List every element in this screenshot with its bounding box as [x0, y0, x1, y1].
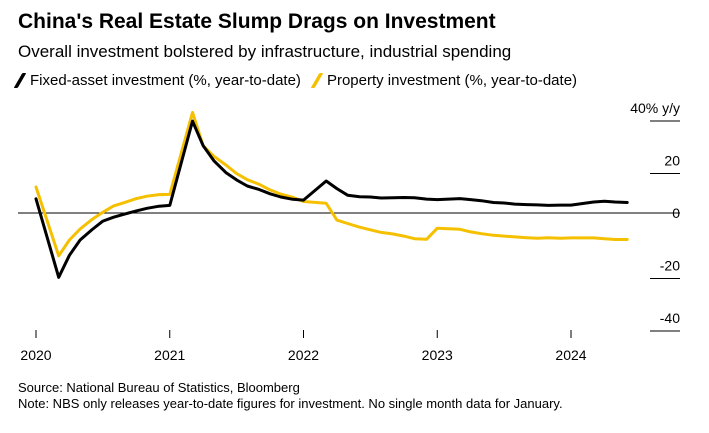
y-axis-ticks: 40% y/y 20 0 -20 -40	[630, 100, 680, 326]
x-tick-label: 2023	[422, 347, 453, 363]
y-tick-label: 0	[672, 205, 680, 221]
chart-subtitle: Overall investment bolstered by infrastr…	[18, 42, 512, 61]
y-tick-label: 20	[664, 153, 680, 169]
property-line	[34, 111, 629, 258]
legend-item-fixed-asset: Fixed-asset investment (%, year-to-date)	[13, 72, 301, 89]
y-tick-label: -20	[660, 258, 680, 274]
legend-label-fixed-asset: Fixed-asset investment (%, year-to-date)	[30, 72, 301, 89]
gridlines	[18, 120, 680, 332]
x-axis-ticks: 2020 2021 2022 2023 2024	[20, 330, 587, 363]
x-tick-label: 2021	[154, 347, 185, 363]
x-tick-label: 2020	[20, 347, 51, 363]
source-note: Source: National Bureau of Statistics, B…	[18, 380, 300, 395]
footnote: Note: NBS only releases year-to-date fig…	[18, 396, 563, 411]
chart-title: China's Real Estate Slump Drags on Inves…	[18, 10, 496, 33]
x-tick-label: 2022	[288, 347, 319, 363]
legend: Fixed-asset investment (%, year-to-date)…	[13, 72, 591, 89]
fixed-asset-line	[34, 119, 629, 279]
footer: Source: National Bureau of Statistics, B…	[18, 380, 563, 412]
y-tick-label: 40% y/y	[630, 100, 680, 116]
x-tick-label: 2024	[555, 347, 586, 363]
series-lines	[34, 111, 629, 279]
legend-label-property: Property investment (%, year-to-date)	[326, 72, 578, 89]
legend-item-property: Property investment (%, year-to-date)	[310, 72, 578, 89]
y-tick-label: -40	[660, 310, 680, 326]
